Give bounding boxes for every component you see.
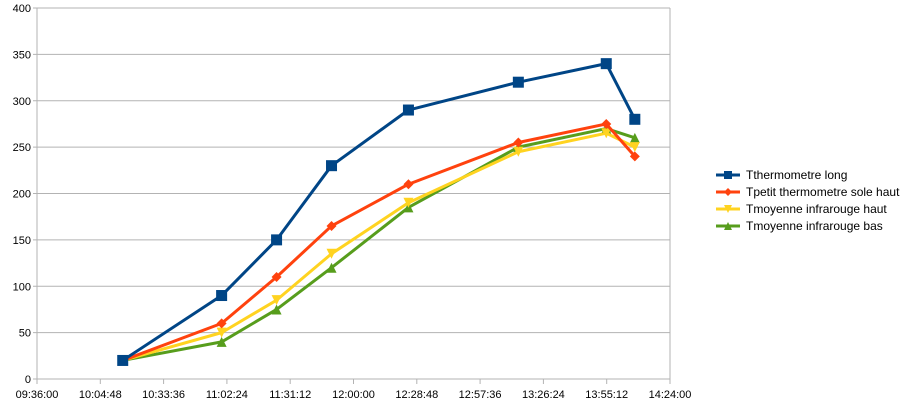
- data-point: [216, 336, 227, 347]
- legend-label: Tthermometre long: [746, 168, 847, 182]
- data-point: [271, 234, 283, 246]
- x-tick-label: 12:28:48: [395, 389, 438, 401]
- data-point: [629, 132, 640, 143]
- x-tick-label: 11:31:12: [269, 389, 311, 401]
- y-tick-label: 400: [13, 3, 31, 15]
- x-tick-label: 13:55:12: [585, 389, 628, 401]
- y-tick-label: 150: [13, 235, 31, 247]
- data-point: [117, 354, 129, 366]
- y-tick-label: 100: [13, 281, 31, 293]
- data-point: [326, 248, 337, 259]
- y-tick-label: 0: [25, 374, 31, 386]
- y-tick-label: 50: [19, 328, 31, 340]
- data-point: [403, 197, 414, 208]
- series-line: [121, 62, 637, 362]
- legend-marker: [724, 171, 732, 179]
- data-point: [271, 304, 282, 315]
- data-point: [216, 318, 227, 329]
- data-point: [513, 137, 524, 148]
- x-tick-label: 13:26:24: [522, 389, 565, 401]
- data-point: [629, 113, 641, 125]
- x-tick-label: 11:02:24: [206, 389, 248, 401]
- data-point: [271, 271, 282, 282]
- data-point: [271, 295, 282, 306]
- x-tick-label: 14:24:00: [649, 389, 692, 401]
- y-tick-label: 350: [13, 49, 31, 61]
- legend-marker: [724, 205, 732, 213]
- series-line: [122, 131, 636, 362]
- x-tick-label: 10:33:36: [142, 389, 185, 401]
- series-line: [122, 122, 636, 362]
- data-point: [600, 58, 612, 70]
- x-tick-label: 10:04:48: [79, 389, 122, 401]
- legend-marker: [724, 188, 732, 196]
- data-point: [216, 327, 227, 338]
- data-point: [216, 290, 228, 302]
- data-point: [601, 128, 612, 139]
- legend-label: Tmoyenne infrarouge bas: [746, 219, 883, 233]
- y-tick-label: 200: [13, 189, 31, 201]
- data-point: [403, 179, 414, 190]
- data-point: [326, 160, 338, 172]
- legend-label: Tpetit thermometre sole haut: [746, 185, 900, 199]
- series-line: [122, 127, 636, 362]
- y-tick-label: 300: [13, 96, 31, 108]
- data-point: [513, 146, 524, 157]
- x-tick-label: 12:00:00: [332, 389, 375, 401]
- legend-marker: [724, 222, 732, 230]
- data-point: [326, 220, 337, 231]
- data-point: [629, 151, 640, 162]
- x-tick-label: 12:57:36: [459, 389, 502, 401]
- data-point: [601, 118, 612, 129]
- y-tick-label: 250: [13, 142, 31, 154]
- data-point: [326, 262, 337, 273]
- data-point: [512, 76, 524, 88]
- data-point: [629, 142, 640, 153]
- x-tick-label: 09:36:00: [16, 389, 59, 401]
- legend-label: Tmoyenne infrarouge haut: [746, 202, 887, 216]
- data-point: [402, 104, 414, 116]
